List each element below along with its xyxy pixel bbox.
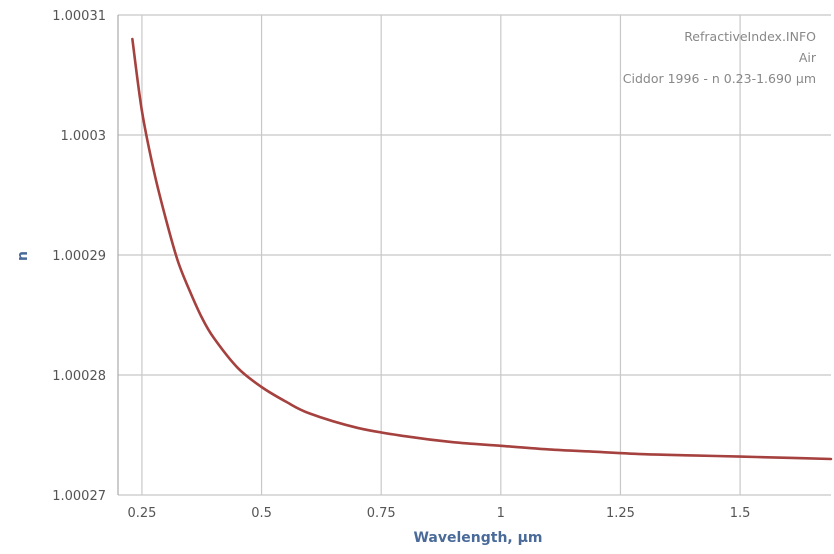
x-tick-label: 1.25 [606,506,635,521]
y-tick-label: 1.00029 [52,249,106,264]
x-tick-label: 1.5 [730,506,751,521]
series-line [131,37,833,461]
grid-layer [118,14,831,496]
annotation-source: RefractiveIndex.INFO [684,29,816,44]
y-axis-title: n [15,251,31,261]
x-axis-title: Wavelength, µm [413,530,542,546]
annotation-layer: RefractiveIndex.INFO Air Ciddor 1996 - n… [623,29,817,86]
tick-layer: 0.25 0.5 0.75 1 1.25 1.5 1.00027 1.00028 1.00029… [52,9,750,521]
annotation-model: Ciddor 1996 - n 0.23-1.690 µm [623,71,816,86]
x-tick-label: 1 [497,506,505,521]
x-tick-label: 0.25 [127,506,156,521]
y-tick-label: 1.00031 [52,9,106,24]
x-tick-label: 0.5 [251,506,272,521]
annotation-material: Air [799,50,817,65]
y-tick-label: 1.0003 [61,129,107,144]
y-tick-label: 1.00027 [52,489,106,504]
series-layer [131,37,833,461]
y-tick-label: 1.00028 [52,369,106,384]
x-tick-label: 0.75 [367,506,396,521]
